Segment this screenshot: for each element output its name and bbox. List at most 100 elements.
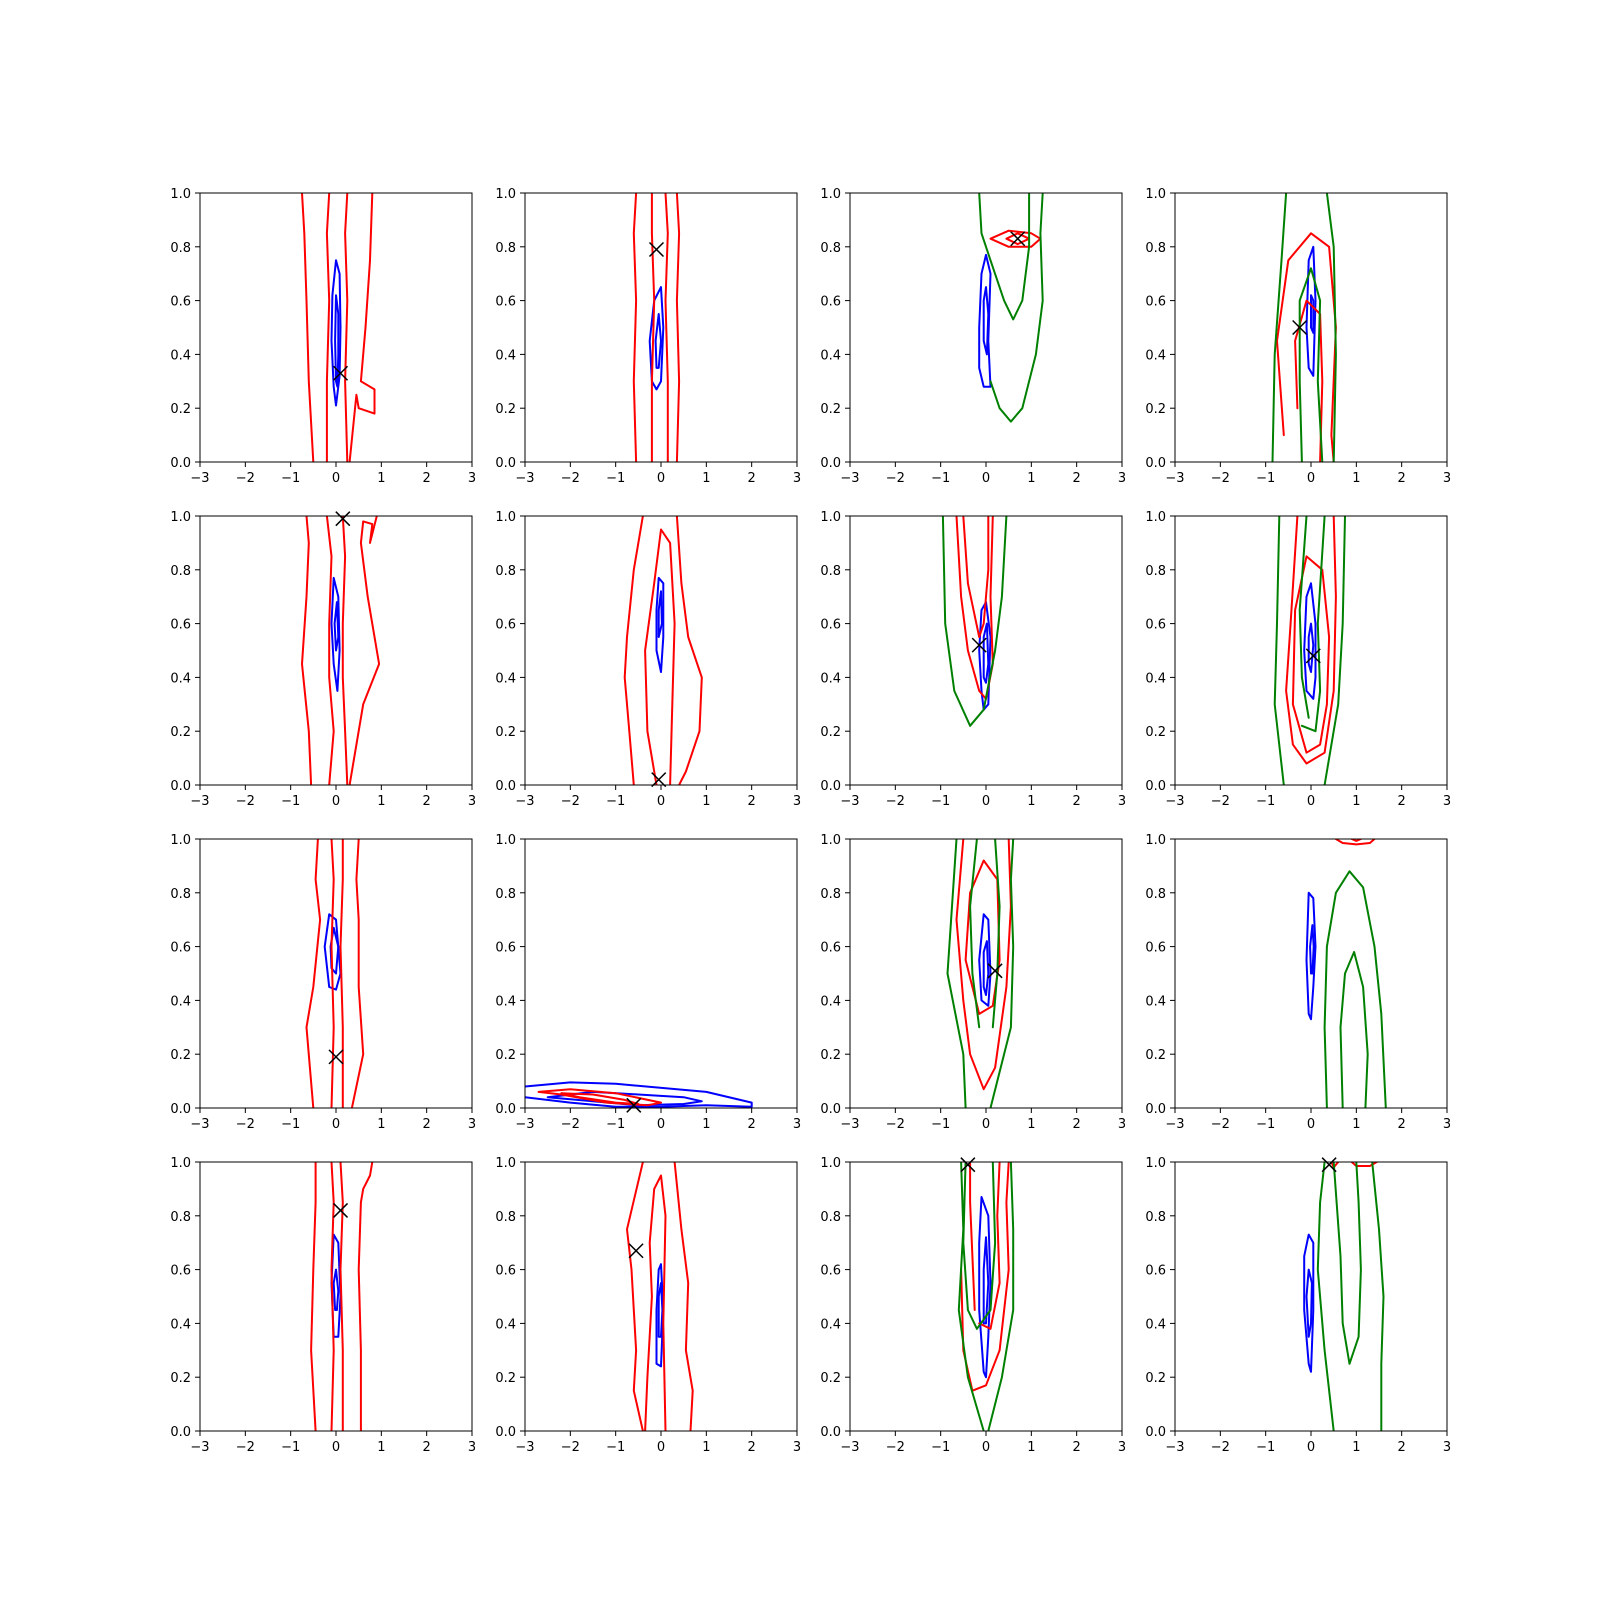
blue-contour-line (982, 940, 990, 996)
y-tick-label: 0.8 (820, 1210, 841, 1225)
x-tick-label: 1 (377, 1440, 385, 1455)
y-tick-label: 0.2 (495, 402, 516, 417)
x-tick-label: 0 (332, 1440, 340, 1455)
red-contour-line (673, 1162, 694, 1431)
subplot-5: −3 −2 −1 0 1 2 3 0.0 0.2 0.4 0.6 0.8 1.0 (170, 510, 476, 809)
blue-contour-line (334, 294, 340, 388)
x-tick-label: −1 (281, 471, 300, 486)
y-tick-label: 0.4 (170, 1317, 191, 1332)
y-tick-label: 0.2 (820, 1371, 841, 1386)
x-tick-label: −3 (840, 471, 859, 486)
y-tick-label: 0.2 (820, 725, 841, 740)
green-contour-line (946, 839, 967, 1108)
x-tick-label: 0 (1307, 471, 1315, 486)
x-tick-label: −2 (886, 1117, 905, 1132)
x-tick-label: 3 (468, 1117, 476, 1132)
red-contour-line (626, 1162, 644, 1431)
x-marker (1010, 231, 1026, 247)
x-tick-label: −1 (281, 1117, 300, 1132)
y-tick-label: 0.2 (1145, 725, 1166, 740)
x-tick-label: 2 (423, 1117, 431, 1132)
y-tick-label: 0.0 (495, 779, 516, 794)
y-tick-label: 0.0 (170, 779, 191, 794)
x-tick-label: 1 (1027, 794, 1035, 809)
x-tick-label: −2 (1211, 471, 1230, 486)
x-tick-label: −1 (931, 1440, 950, 1455)
green-contour-line (1316, 1162, 1335, 1431)
y-tick-label: 0.0 (1145, 1102, 1166, 1117)
x-tick-label: 3 (793, 794, 801, 809)
y-tick-label: 0.6 (170, 618, 191, 633)
red-contour-line (344, 193, 349, 462)
x-tick-label: 1 (702, 1117, 710, 1132)
x-tick-label: 0 (982, 1440, 990, 1455)
blue-contour-line (655, 1263, 665, 1368)
red-contour-line (1285, 516, 1337, 765)
x-tick-label: −2 (561, 1117, 580, 1132)
x-tick-label: −3 (190, 471, 209, 486)
y-tick-label: 0.2 (495, 725, 516, 740)
y-tick-label: 0.6 (495, 1264, 516, 1279)
x-tick-label: 3 (1118, 1117, 1126, 1132)
y-tick-label: 0.4 (495, 671, 516, 686)
subplot-8: −3 −2 −1 0 1 2 3 0.0 0.2 0.4 0.6 0.8 1.0 (1145, 510, 1451, 809)
y-tick-label: 1.0 (820, 510, 841, 525)
red-contour-line (632, 193, 638, 462)
blue-contour-line (323, 913, 342, 991)
x-tick-label: −2 (561, 1440, 580, 1455)
y-tick-label: 0.6 (495, 295, 516, 310)
y-tick-label: 0.8 (495, 887, 516, 902)
x-tick-label: 0 (982, 794, 990, 809)
blue-contour-line (655, 576, 665, 673)
blue-contour-line (978, 1196, 992, 1379)
blue-contour-line (332, 1268, 340, 1311)
x-tick-label: 2 (423, 1440, 431, 1455)
green-contour-line (1323, 516, 1346, 785)
x-tick-label: −1 (281, 794, 300, 809)
y-tick-label: 0.8 (170, 564, 191, 579)
red-contour-line (348, 193, 376, 462)
axes-frame (1174, 515, 1448, 786)
blue-contour-line (1310, 294, 1315, 334)
x-tick-label: 2 (1398, 1117, 1406, 1132)
red-contour-line (339, 839, 344, 1108)
y-tick-label: 1.0 (495, 510, 516, 525)
x-tick-label: 3 (1443, 794, 1451, 809)
subplot-12: −3 −2 −1 0 1 2 3 0.0 0.2 0.4 0.6 0.8 1.0 (1145, 833, 1451, 1132)
y-tick-label: 0.8 (495, 1210, 516, 1225)
x-tick-label: 2 (1398, 471, 1406, 486)
y-tick-label: 1.0 (1145, 510, 1166, 525)
red-contour-line (650, 193, 656, 462)
green-contour-line (1339, 951, 1369, 1108)
x-marker (1292, 319, 1308, 336)
red-contour-line (301, 516, 313, 785)
green-contour-line (1325, 193, 1337, 462)
contour-group (1305, 839, 1387, 1108)
y-tick-label: 0.8 (170, 1210, 191, 1225)
subplot-3: −3 −2 −1 0 1 2 3 0.0 0.2 0.4 0.6 0.8 1.0 (820, 187, 1126, 486)
y-tick-label: 0.2 (1145, 1371, 1166, 1386)
x-tick-label: −3 (515, 1440, 534, 1455)
y-tick-label: 0.2 (495, 1371, 516, 1386)
y-tick-label: 0.0 (170, 456, 191, 471)
red-contour-line (341, 516, 349, 785)
y-tick-label: 1.0 (170, 187, 191, 202)
y-tick-label: 0.4 (170, 994, 191, 1009)
x-tick-label: −1 (606, 471, 625, 486)
x-tick-label: −1 (281, 1440, 300, 1455)
x-tick-label: 2 (1073, 1117, 1081, 1132)
y-tick-label: 0.0 (1145, 779, 1166, 794)
axes-frame (524, 192, 798, 463)
x-tick-label: −2 (561, 471, 580, 486)
blue-contour-line (1305, 245, 1317, 377)
x-tick-label: −3 (1165, 1440, 1184, 1455)
x-marker (987, 963, 1003, 979)
red-contour-line (664, 193, 669, 462)
contour-group (1303, 1162, 1385, 1431)
green-contour-line (978, 193, 1031, 321)
y-tick-label: 0.0 (170, 1102, 191, 1117)
blue-contour-line (982, 622, 990, 684)
x-tick-label: 2 (1398, 1440, 1406, 1455)
x-tick-label: −2 (886, 794, 905, 809)
blue-contour-line (657, 590, 663, 638)
